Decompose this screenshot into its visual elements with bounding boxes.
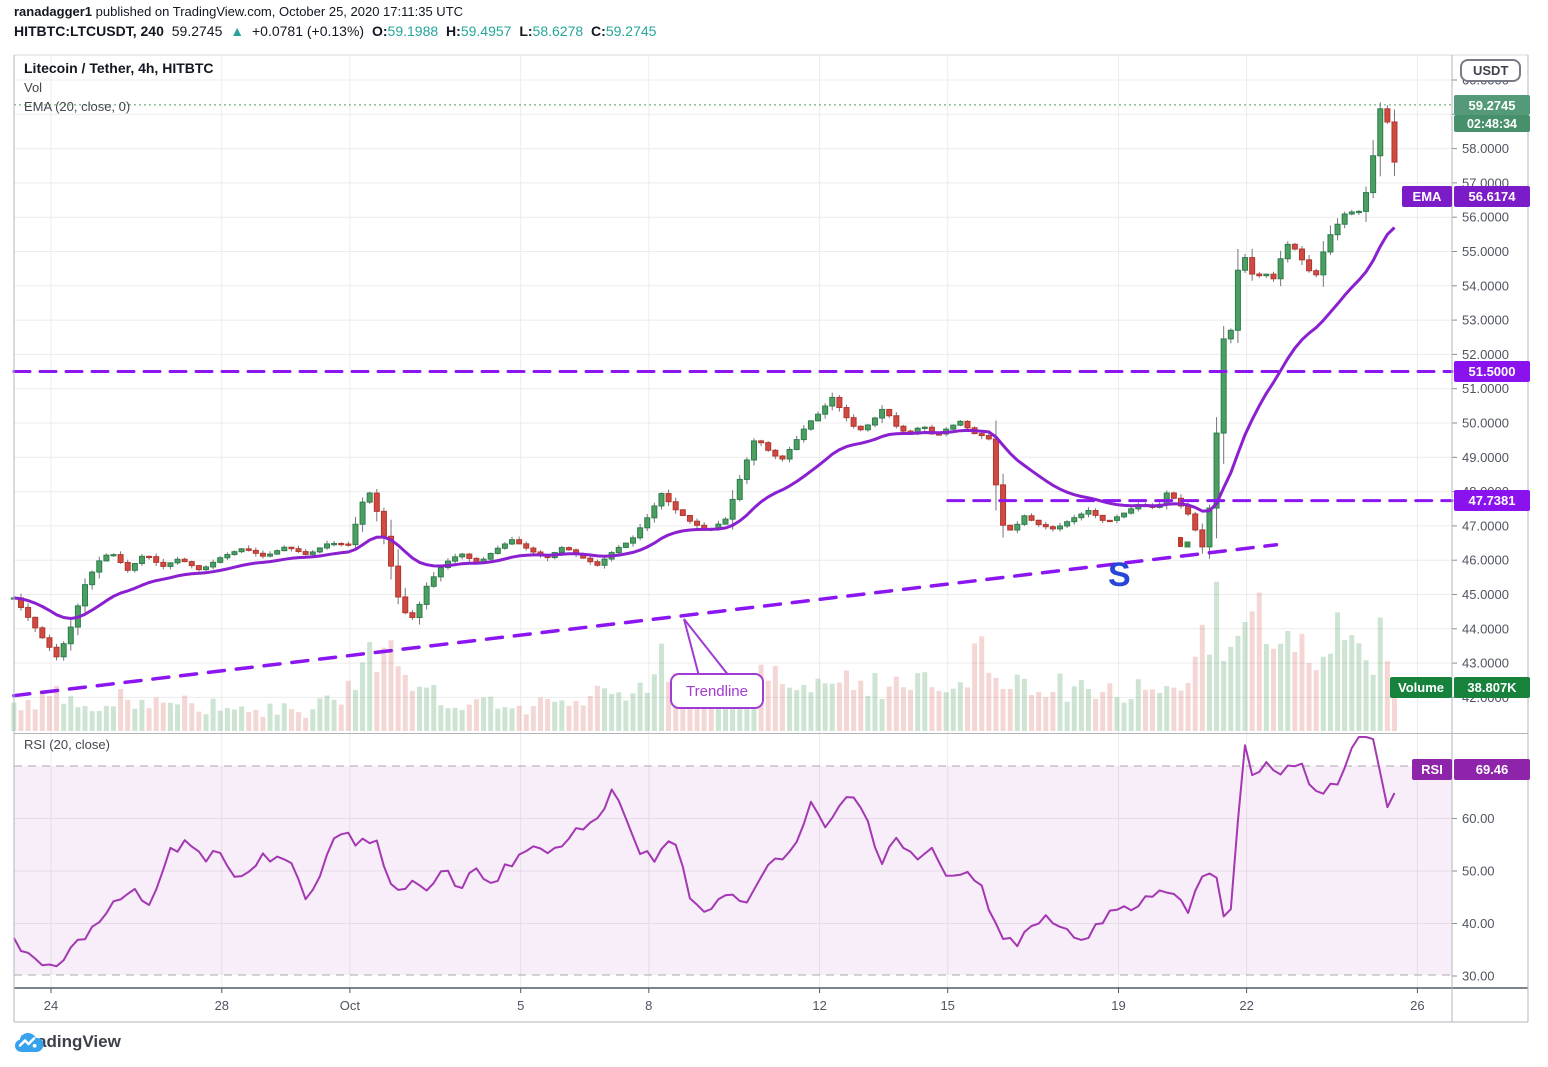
tradingview-attribution[interactable]: TradingView [14, 1032, 121, 1052]
last-price-badge: 59.2745 [1454, 95, 1530, 115]
close-label: C: [591, 23, 606, 39]
level-51-badge: 51.5000 [1454, 361, 1530, 382]
axis-tick-label: 8 [645, 998, 652, 1013]
axis-tick-label: 19 [1111, 998, 1125, 1013]
published-text: published on TradingView.com, October 25… [92, 4, 464, 19]
symbol-interval: HITBTC:LTCUSDT, 240 [14, 23, 164, 39]
s-annotation[interactable]: S [1108, 556, 1131, 594]
symbol-header: HITBTC:LTCUSDT, 240 59.2745 ▲ +0.0781 (+… [14, 23, 660, 39]
axis-tick-label: 15 [940, 998, 954, 1013]
low-value: 58.6278 [532, 23, 584, 39]
open-label: O: [371, 23, 388, 39]
axis-tick-label: 26 [1410, 998, 1424, 1013]
ema-value-badge: 56.6174 [1454, 186, 1530, 207]
axis-tick-label: 50.0000 [1462, 416, 1509, 431]
tradingview-brand-text: TradingView [21, 1032, 121, 1051]
low-label: L: [519, 23, 533, 39]
axis-tick-label: 40.00 [1462, 916, 1495, 931]
axis-tick-label: 44.0000 [1462, 621, 1509, 636]
axis-tick-label: 56.0000 [1462, 210, 1509, 225]
axis-tick-label: 5 [517, 998, 524, 1013]
axis-tick-label: 54.0000 [1462, 278, 1509, 293]
candles [10, 102, 1398, 661]
change-up-icon: ▲ [230, 23, 245, 39]
currency-toggle-button[interactable]: USDT [1460, 59, 1522, 82]
tradingview-logo-icon [15, 1033, 44, 1052]
header-last-price: 59.2745 [171, 23, 223, 39]
volume-value-badge: 38.807K [1454, 677, 1530, 698]
axis-tick-label: 51.0000 [1462, 381, 1509, 396]
axis-tick-label: 30.00 [1462, 969, 1495, 984]
axis-tick-label: 24 [44, 998, 58, 1013]
ema-line [13, 226, 1396, 620]
symbol-legend-title[interactable]: Litecoin / Tether, 4h, HITBTC [24, 60, 214, 76]
trendline [12, 543, 1279, 698]
axis-tick-label: 52.0000 [1462, 347, 1509, 362]
close-value: 59.2745 [605, 23, 657, 39]
rsi-label-badge: RSI [1412, 759, 1452, 780]
axis-tick-label: 28 [215, 998, 229, 1013]
axis-tick-label: 55.0000 [1462, 244, 1509, 259]
rsi-pane-legend[interactable]: RSI (20, close) [24, 737, 110, 752]
ema-legend-item[interactable]: EMA (20, close, 0) [24, 99, 131, 114]
trendline-callout[interactable]: Trendline [670, 673, 764, 709]
axis-tick-label: 12 [812, 998, 826, 1013]
volume-label-badge: Volume [1390, 677, 1452, 698]
publish-header: ranadagger1 published on TradingView.com… [14, 4, 463, 19]
indicators [13, 104, 1452, 968]
change-value: +0.0781 (+0.13%) [252, 23, 365, 39]
volume-legend-item[interactable]: Vol [24, 80, 43, 95]
axis-tick-label: 60.00 [1462, 811, 1495, 826]
trendline-callout-pointer [683, 618, 732, 677]
rsi-value-badge: 69.46 [1454, 759, 1530, 780]
author-name: ranadagger1 [14, 4, 93, 19]
open-value: 59.1988 [387, 23, 439, 39]
level-477-badge: 47.7381 [1454, 490, 1530, 511]
axis-tick-label: 22 [1239, 998, 1253, 1013]
axis-tick-label: 49.0000 [1462, 450, 1509, 465]
axis-tick-label: 58.0000 [1462, 141, 1509, 156]
drawing-anchor-icon [1183, 540, 1192, 549]
axis-tick-label: 47.0000 [1462, 518, 1509, 533]
ema-label-badge: EMA [1402, 186, 1452, 207]
drawings[interactable] [12, 370, 1454, 698]
high-label: H: [446, 23, 461, 39]
bar-countdown-badge: 02:48:34 [1454, 115, 1530, 132]
main-pane-legend[interactable]: Litecoin / Tether, 4h, HITBTC Vol EMA (2… [24, 60, 214, 114]
drawing-anchor-icon [1178, 537, 1183, 547]
axis-tick-label: Oct [340, 998, 361, 1013]
gridlines [14, 55, 1452, 988]
rsi-line [13, 736, 1396, 968]
axis-tick-label: 43.0000 [1462, 656, 1509, 671]
axis-tick-label: 53.0000 [1462, 313, 1509, 328]
axis-tick-label: 45.0000 [1462, 587, 1509, 602]
high-value: 59.4957 [460, 23, 512, 39]
axis-tick-label: 46.0000 [1462, 553, 1509, 568]
axis-tick-label: 50.00 [1462, 864, 1495, 879]
